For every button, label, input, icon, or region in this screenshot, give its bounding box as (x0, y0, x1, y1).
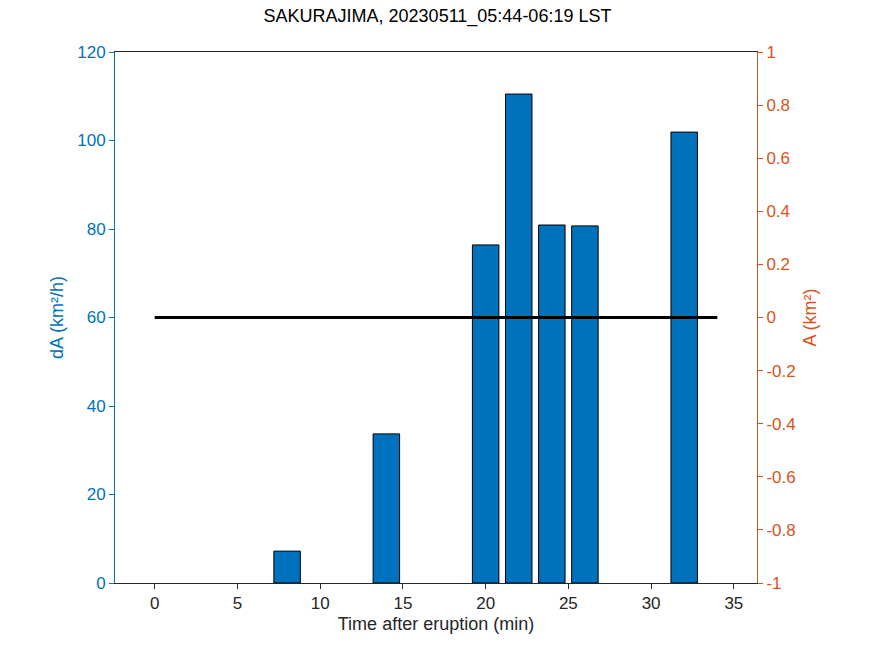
svg-text:5: 5 (233, 594, 242, 613)
svg-text:-0.6: -0.6 (766, 468, 795, 487)
svg-text:Time after eruption (min): Time after eruption (min) (338, 614, 534, 634)
svg-text:-0.8: -0.8 (766, 521, 795, 540)
svg-text:-1: -1 (766, 574, 781, 593)
svg-text:40: 40 (87, 397, 106, 416)
svg-text:80: 80 (87, 220, 106, 239)
svg-text:0: 0 (96, 574, 105, 593)
svg-text:20: 20 (87, 485, 106, 504)
svg-text:35: 35 (724, 594, 743, 613)
svg-text:60: 60 (87, 308, 106, 327)
svg-text:0.4: 0.4 (766, 202, 790, 221)
svg-text:-0.4: -0.4 (766, 415, 795, 434)
svg-text:0.2: 0.2 (766, 255, 790, 274)
svg-text:120: 120 (77, 43, 105, 62)
svg-text:100: 100 (77, 131, 105, 150)
svg-text:0: 0 (766, 308, 775, 327)
svg-text:0.8: 0.8 (766, 96, 790, 115)
svg-text:25: 25 (559, 594, 578, 613)
svg-text:dA (km²/h): dA (km²/h) (47, 276, 67, 359)
svg-text:1: 1 (766, 43, 775, 62)
svg-text:10: 10 (311, 594, 330, 613)
svg-text:15: 15 (393, 594, 412, 613)
svg-text:20: 20 (476, 594, 495, 613)
svg-text:0: 0 (150, 594, 159, 613)
svg-text:-0.2: -0.2 (766, 362, 795, 381)
svg-text:SAKURAJIMA, 20230511_05:44-06:: SAKURAJIMA, 20230511_05:44-06:19 LST (264, 6, 612, 27)
svg-text:A (km²): A (km²) (800, 289, 820, 347)
svg-text:0.6: 0.6 (766, 149, 790, 168)
svg-text:30: 30 (642, 594, 661, 613)
